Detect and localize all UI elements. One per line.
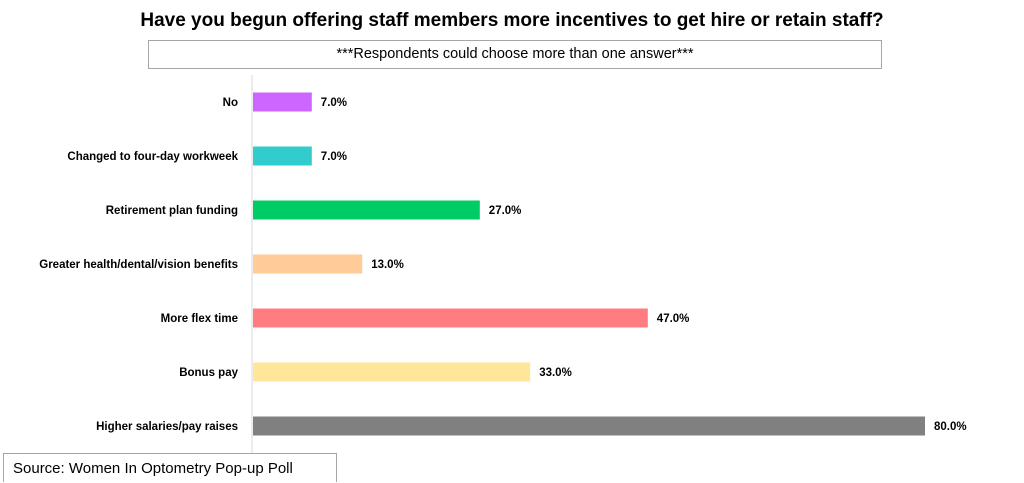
data-label: 7.0% <box>321 151 347 163</box>
bar <box>253 362 531 382</box>
data-label: 47.0% <box>657 313 690 325</box>
bar <box>253 416 925 436</box>
bar <box>253 146 312 166</box>
data-label: 80.0% <box>934 421 967 433</box>
bar <box>253 254 363 274</box>
data-label: 33.0% <box>539 367 572 379</box>
category-label: Changed to four-day workweek <box>67 151 238 163</box>
chart-subtitle-note: ***Respondents could choose more than on… <box>148 40 882 69</box>
category-label: Bonus pay <box>179 367 238 379</box>
category-label: Higher salaries/pay raises <box>96 421 238 433</box>
bar <box>253 308 648 328</box>
source-note: Source: Women In Optometry Pop-up Poll <box>3 453 337 482</box>
category-label: Retirement plan funding <box>106 205 238 217</box>
data-label: 27.0% <box>489 205 522 217</box>
data-label: 13.0% <box>371 259 404 271</box>
chart-title: Have you begun offering staff members mo… <box>140 10 884 31</box>
category-label: More flex time <box>161 313 238 325</box>
data-label: 7.0% <box>321 97 347 109</box>
category-label: Greater health/dental/vision benefits <box>39 259 238 271</box>
category-label: No <box>223 97 238 109</box>
bar <box>253 200 480 220</box>
bar <box>253 92 312 112</box>
